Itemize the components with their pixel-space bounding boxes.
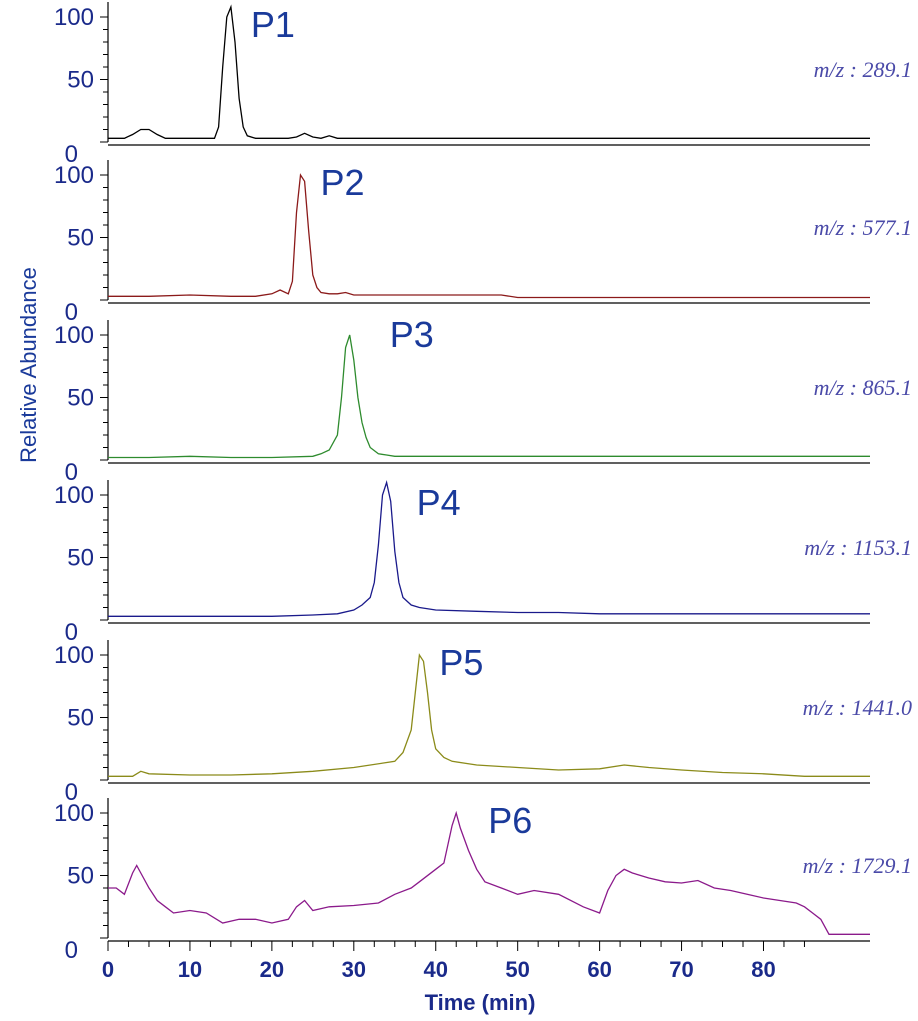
x-tick-label: 40 bbox=[423, 957, 447, 982]
x-tick-label: 50 bbox=[505, 957, 529, 982]
x-tick-label: 80 bbox=[751, 957, 775, 982]
series-line-p6 bbox=[108, 810, 870, 935]
y-tick-label: 50 bbox=[67, 67, 94, 94]
panel-3: 0 50 100 P3 m/z : 865.1 bbox=[54, 314, 912, 486]
y-tick-label: 0 bbox=[65, 141, 78, 168]
mz-label: m/z : 1441.0 bbox=[803, 695, 912, 720]
series-line-p5 bbox=[108, 653, 870, 777]
x-axis-label: Time (min) bbox=[425, 990, 536, 1015]
y-tick-label: 0 bbox=[65, 459, 78, 486]
y-tick-label: 50 bbox=[67, 225, 94, 252]
y-tick-label: 100 bbox=[54, 162, 94, 189]
peak-label-p6: P6 bbox=[488, 800, 532, 841]
series-line-p3 bbox=[108, 334, 870, 459]
y-tick-label: 100 bbox=[54, 322, 94, 349]
mz-label: m/z : 289.1 bbox=[814, 57, 912, 82]
panel-6: 0 50 100 P6 m/z : 1729.1 bbox=[54, 798, 912, 964]
y-tick-label: 0 bbox=[65, 299, 78, 326]
peak-label-p4: P4 bbox=[417, 482, 461, 523]
x-tick-label: 30 bbox=[342, 957, 366, 982]
y-tick-label: 50 bbox=[67, 385, 94, 412]
mz-label: m/z : 577.1 bbox=[814, 215, 912, 240]
y-tick-label: 100 bbox=[54, 642, 94, 669]
y-tick-label: 100 bbox=[54, 800, 94, 827]
panel-4: 0 50 100 P4 m/z : 1153.1 bbox=[54, 480, 912, 646]
y-tick-label: 100 bbox=[54, 4, 94, 31]
y-tick-label: 50 bbox=[67, 705, 94, 732]
y-tick-label: 0 bbox=[65, 937, 78, 964]
y-tick-label: 0 bbox=[65, 779, 78, 806]
peak-label-p5: P5 bbox=[439, 642, 483, 683]
y-tick-label: 50 bbox=[67, 545, 94, 572]
panel-5: 0 50 100 P5 m/z : 1441.0 bbox=[54, 640, 912, 806]
peak-label-p2: P2 bbox=[321, 162, 365, 203]
panel-2: 0 50 100 P2 m/z : 577.1 bbox=[54, 160, 912, 326]
mz-label: m/z : 1153.1 bbox=[804, 535, 912, 560]
panel-1: 0 50 100 P1 m/z : 289.1 bbox=[54, 2, 912, 168]
y-axis-label: Relative Abundance bbox=[16, 267, 41, 463]
series-line-p2 bbox=[108, 173, 870, 299]
x-tick-label: 10 bbox=[178, 957, 202, 982]
y-tick-label: 50 bbox=[67, 863, 94, 890]
mz-label: m/z : 865.1 bbox=[814, 375, 912, 400]
mz-label: m/z : 1729.1 bbox=[803, 853, 912, 878]
y-tick-label: 0 bbox=[65, 619, 78, 646]
y-tick-label: 100 bbox=[54, 482, 94, 509]
peak-label-p3: P3 bbox=[390, 314, 434, 355]
x-tick-label: 70 bbox=[669, 957, 693, 982]
x-tick-label: 0 bbox=[102, 957, 114, 982]
series-line-p1 bbox=[108, 4, 870, 139]
x-tick-label: 60 bbox=[587, 957, 611, 982]
peak-label-p1: P1 bbox=[251, 4, 295, 45]
series-line-p4 bbox=[108, 480, 870, 617]
x-tick-label: 20 bbox=[260, 957, 284, 982]
